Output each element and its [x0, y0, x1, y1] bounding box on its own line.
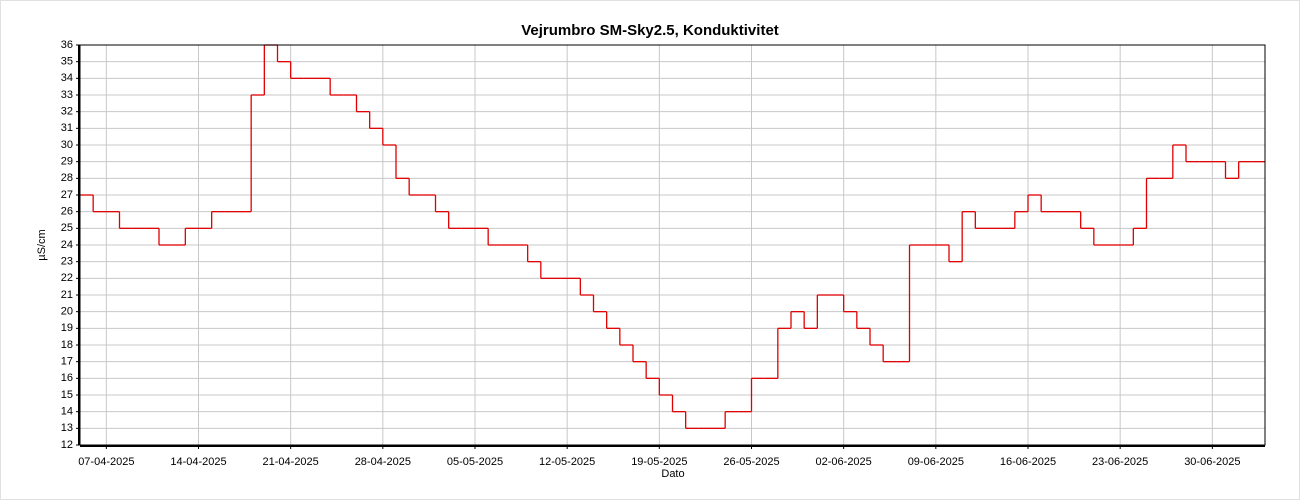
- y-tick-label: 19: [61, 322, 73, 334]
- x-tick-label: 23-06-2025: [1092, 456, 1148, 468]
- y-tick-label: 13: [61, 422, 73, 434]
- x-tick-label: 26-05-2025: [723, 456, 779, 468]
- y-tick-label: 21: [61, 289, 73, 301]
- x-tick-label: 14-04-2025: [170, 456, 226, 468]
- x-tick-label: 02-06-2025: [816, 456, 872, 468]
- chart-title: Vejrumbro SM-Sky2.5, Konduktivitet: [521, 22, 779, 39]
- x-tick-label: 19-05-2025: [631, 456, 687, 468]
- y-tick-label: 23: [61, 256, 73, 268]
- y-tick-label: 31: [61, 122, 73, 134]
- y-tick-label: 20: [61, 306, 73, 318]
- x-tick-label: 12-05-2025: [539, 456, 595, 468]
- y-tick-label: 36: [61, 39, 73, 51]
- y-tick-label: 30: [61, 139, 73, 151]
- y-tick-label: 14: [61, 406, 73, 418]
- x-axis-label: Dato: [661, 468, 684, 480]
- x-tick-label: 28-04-2025: [355, 456, 411, 468]
- x-tick-label: 30-06-2025: [1184, 456, 1240, 468]
- y-tick-label: 22: [61, 272, 73, 284]
- y-tick-label: 33: [61, 89, 73, 101]
- y-tick-label: 16: [61, 372, 73, 384]
- x-tick-label: 05-05-2025: [447, 456, 503, 468]
- y-axis-label: µS/cm: [36, 229, 48, 260]
- y-tick-label: 17: [61, 356, 73, 368]
- y-tick-label: 27: [61, 189, 73, 201]
- x-tick-label: 21-04-2025: [263, 456, 319, 468]
- y-tick-label: 24: [61, 239, 73, 251]
- y-tick-label: 35: [61, 56, 73, 68]
- y-tick-label: 15: [61, 389, 73, 401]
- y-tick-label: 32: [61, 106, 73, 118]
- x-tick-label: 09-06-2025: [908, 456, 964, 468]
- y-tick-label: 29: [61, 156, 73, 168]
- x-tick-label: 07-04-2025: [78, 456, 134, 468]
- y-tick-label: 26: [61, 206, 73, 218]
- y-tick-label: 12: [61, 439, 73, 451]
- y-tick-label: 18: [61, 339, 73, 351]
- y-tick-label: 28: [61, 172, 73, 184]
- y-tick-label: 25: [61, 222, 73, 234]
- x-tick-label: 16-06-2025: [1000, 456, 1056, 468]
- y-tick-label: 34: [61, 72, 73, 84]
